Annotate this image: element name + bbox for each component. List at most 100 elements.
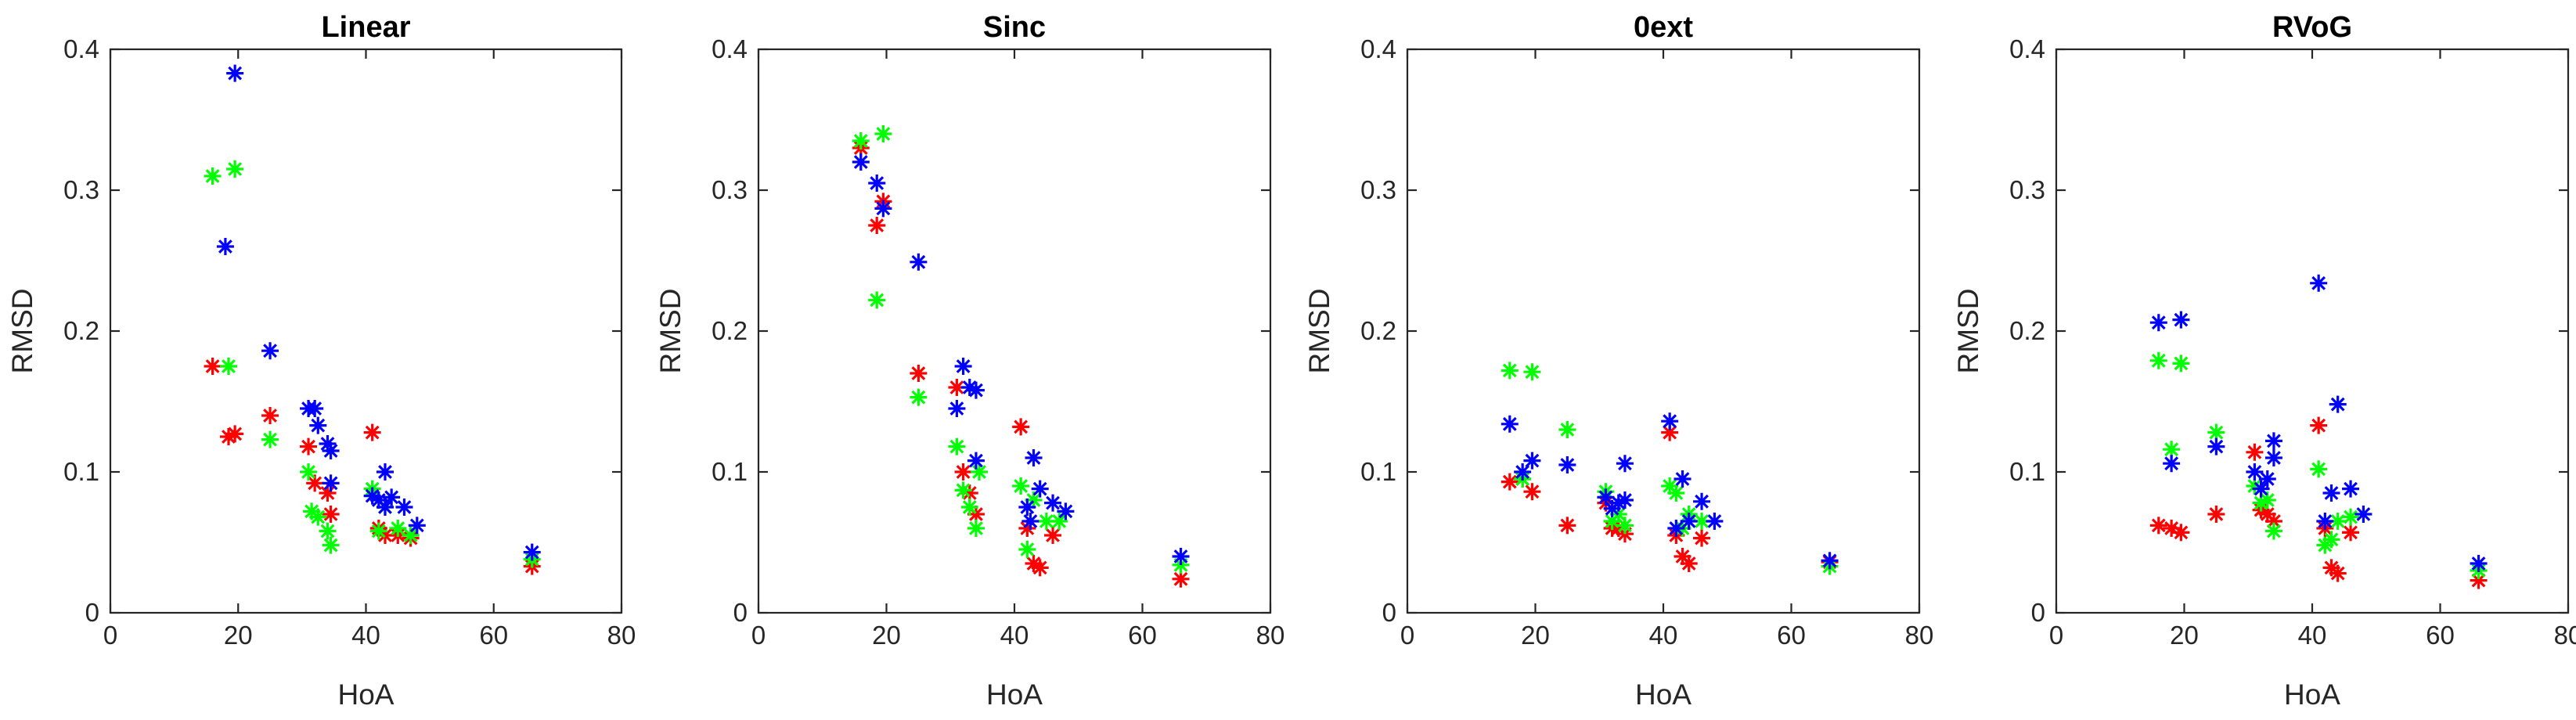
chart-title: RVoG [2272, 11, 2352, 44]
y-axis-label: RMSD [654, 289, 686, 374]
data-point-green [2252, 494, 2270, 512]
data-point-blue [395, 499, 413, 516]
data-point-green [852, 132, 870, 149]
data-point-red [220, 428, 238, 445]
y-tick-label: 0.2 [1360, 316, 1396, 345]
y-tick-label: 0.1 [712, 457, 748, 486]
x-tick-label: 80 [607, 621, 636, 650]
data-point-red [204, 358, 222, 375]
data-point-green [1693, 513, 1711, 530]
data-point-red [363, 423, 381, 441]
y-axis-label: RMSD [1952, 289, 1984, 374]
y-tick-label: 0.4 [1360, 34, 1396, 63]
data-point-green [1018, 541, 1036, 558]
data-point-blue [383, 488, 401, 506]
chart-title: Linear [321, 11, 410, 44]
y-tick-label: 0.4 [63, 34, 99, 63]
data-point-blue [309, 416, 327, 434]
data-point-red [1031, 559, 1049, 577]
data-point-blue [1523, 452, 1541, 470]
y-tick-label: 0.3 [63, 175, 99, 204]
data-point-green [226, 160, 244, 178]
data-point-blue [2246, 463, 2264, 481]
data-point-blue [1680, 513, 1698, 530]
data-point-red [261, 407, 279, 424]
data-point-red [2149, 517, 2167, 535]
data-point-red [2172, 524, 2190, 542]
data-point-red [2258, 506, 2276, 523]
data-point-green [1616, 517, 1634, 535]
x-tick-label: 40 [351, 621, 380, 650]
x-tick-label: 20 [1521, 621, 1550, 650]
y-axis-label: RMSD [1303, 289, 1335, 374]
data-point-blue [306, 400, 324, 417]
data-point-blue [1031, 480, 1049, 498]
data-point-red [322, 506, 340, 523]
data-point-green [2149, 351, 2167, 369]
data-point-red [1680, 555, 1698, 572]
data-point-blue [1616, 455, 1634, 473]
data-point-green [2246, 477, 2264, 495]
chart-panel-linear: Linear 0 20 40 60 80 0 0.1 0.2 0.3 0.4 HoA RMSD [6, 11, 636, 711]
data-point-blue [1609, 494, 1627, 512]
data-point-green [319, 522, 337, 540]
data-point-blue [1021, 513, 1039, 530]
data-point-blue [1706, 513, 1724, 530]
x-tick-label: 60 [1777, 621, 1806, 650]
chart-title: Sinc [983, 11, 1046, 44]
data-point-green [2264, 522, 2282, 540]
data-point-red [2246, 443, 2264, 461]
data-point-green [389, 520, 407, 537]
data-point-green [2258, 491, 2276, 509]
data-point-green [300, 463, 318, 481]
data-point-green [369, 522, 387, 540]
data-point-blue [226, 64, 244, 82]
data-point-green [2329, 513, 2347, 530]
data-point-red [960, 484, 978, 502]
data-point-blue [2264, 449, 2282, 466]
x-tick-label: 0 [2049, 621, 2063, 650]
data-point-blue [967, 381, 985, 399]
data-point-red [376, 527, 394, 544]
series-blue [852, 153, 1190, 565]
data-point-blue [2470, 555, 2488, 572]
data-point-green [967, 520, 985, 537]
x-tick-label: 80 [1256, 621, 1285, 650]
x-tick-label: 0 [103, 621, 117, 650]
chart-panel-0ext: 0ext 0 20 40 60 80 0 0.1 0.2 0.3 0.4 HoA RMSD [1303, 11, 1933, 711]
data-point-green [948, 437, 966, 455]
data-point-red [1025, 555, 1043, 572]
y-axis-label: RMSD [6, 289, 38, 374]
data-point-green [1523, 363, 1541, 381]
data-point-red [1018, 520, 1036, 537]
data-point-green [971, 463, 989, 481]
data-point-green [1603, 513, 1621, 530]
data-point-blue [2310, 274, 2328, 292]
data-point-green [868, 291, 886, 309]
data-point-green [910, 388, 928, 406]
data-point-blue [319, 435, 337, 452]
data-point-blue [2252, 480, 2270, 498]
data-point-red [2163, 520, 2181, 537]
data-point-green [2310, 460, 2328, 478]
data-point-blue [2329, 395, 2347, 413]
x-axis-label: HoA [2284, 679, 2340, 711]
data-point-blue [2322, 484, 2340, 502]
data-point-green [2207, 423, 2225, 441]
data-point-blue [523, 543, 541, 561]
data-point-green [322, 536, 340, 554]
data-point-red [1012, 418, 1030, 436]
data-point-green [2163, 441, 2181, 459]
series-green [852, 125, 1190, 574]
series-red [2149, 416, 2488, 589]
y-tick-label: 0.2 [2009, 316, 2045, 345]
data-point-green [402, 527, 420, 544]
data-point-blue [1693, 492, 1711, 510]
data-point-blue [1057, 502, 1075, 520]
y-tick-label: 0 [2031, 598, 2045, 627]
data-point-blue [1661, 412, 1679, 430]
data-point-green [960, 499, 978, 516]
y-tick-label: 0 [1382, 598, 1396, 627]
x-tick-label: 40 [2298, 621, 2327, 650]
data-point-red [2342, 524, 2360, 542]
